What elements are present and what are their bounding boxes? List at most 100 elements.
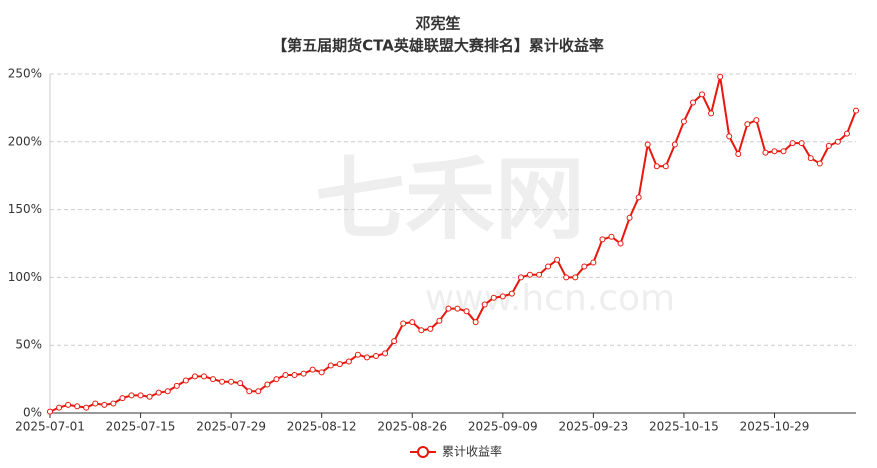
point <box>699 91 706 98</box>
point <box>65 401 72 408</box>
point <box>526 271 533 278</box>
point <box>382 350 389 357</box>
point <box>680 118 687 125</box>
point <box>708 110 715 117</box>
point <box>626 214 633 221</box>
point <box>255 388 262 395</box>
point <box>508 290 515 297</box>
point <box>617 240 624 247</box>
watermark: www.hcn.com <box>425 278 675 319</box>
point <box>608 233 615 240</box>
point <box>336 361 343 368</box>
x-tick-label: 2025-10-29 <box>740 420 810 434</box>
point <box>182 377 189 384</box>
point <box>200 373 207 380</box>
point <box>454 305 461 312</box>
point <box>572 274 579 281</box>
point <box>599 236 606 243</box>
point <box>47 408 53 415</box>
point <box>418 327 425 334</box>
x-tick-label: 2025-07-29 <box>196 420 266 434</box>
x-tick-label: 2025-08-12 <box>287 420 357 434</box>
point <box>427 325 434 332</box>
point <box>345 358 352 365</box>
point <box>445 305 452 312</box>
point <box>789 140 796 147</box>
point <box>137 392 144 399</box>
watermark: 七禾网 <box>315 147 585 252</box>
point <box>210 376 217 383</box>
point <box>228 378 235 385</box>
point <box>146 393 153 400</box>
x-tick-label: 2025-10-15 <box>649 420 719 434</box>
legend-label: 累计收益率 <box>442 444 502 459</box>
point <box>717 73 724 80</box>
y-tick-label: 250% <box>8 67 42 81</box>
point <box>83 404 90 411</box>
point <box>807 155 814 162</box>
point <box>853 107 859 114</box>
point <box>490 294 497 301</box>
point <box>155 389 162 396</box>
point <box>300 370 307 377</box>
y-tick-label: 50% <box>15 338 42 352</box>
point <box>318 369 325 376</box>
point <box>92 400 99 407</box>
point <box>590 259 597 266</box>
x-tick-label: 2025-07-01 <box>15 420 85 434</box>
point <box>816 160 823 167</box>
point <box>581 263 588 270</box>
x-tick-label: 2025-07-15 <box>106 420 176 434</box>
y-tick-label: 150% <box>8 202 42 216</box>
point <box>373 353 380 360</box>
point <box>780 148 787 155</box>
point <box>128 392 135 399</box>
point <box>309 366 316 373</box>
point <box>563 274 570 281</box>
point <box>191 373 198 380</box>
point <box>101 401 108 408</box>
point <box>264 381 271 388</box>
point <box>173 382 180 389</box>
x-tick-label: 2025-09-09 <box>468 420 538 434</box>
point <box>689 99 696 106</box>
point <box>409 319 416 326</box>
point <box>726 133 733 140</box>
point <box>291 372 298 379</box>
point <box>735 151 742 158</box>
point <box>635 194 642 201</box>
point <box>671 141 678 148</box>
point <box>327 362 334 369</box>
point <box>354 351 361 358</box>
y-tick-label: 0% <box>23 406 42 420</box>
point <box>843 130 850 137</box>
point <box>391 338 398 345</box>
chart-title: 邓宪笙 <box>415 15 460 33</box>
point <box>744 121 751 128</box>
point <box>517 274 524 281</box>
point <box>798 140 805 147</box>
point <box>662 163 669 170</box>
point <box>753 117 760 124</box>
chart-subtitle: 【第五届期货CTA英雄联盟大赛排名】累计收益率 <box>272 37 604 55</box>
x-tick-label: 2025-08-26 <box>377 420 447 434</box>
x-tick-label: 2025-09-23 <box>558 420 628 434</box>
point <box>653 163 660 170</box>
point <box>472 319 479 326</box>
point <box>219 378 226 385</box>
point <box>119 395 126 402</box>
point <box>400 320 407 327</box>
point <box>825 142 832 149</box>
y-tick-label: 200% <box>8 134 42 148</box>
point <box>554 256 561 263</box>
point <box>246 388 253 395</box>
legend-marker <box>417 446 429 458</box>
point <box>499 293 506 300</box>
point <box>282 372 289 379</box>
point <box>110 400 117 407</box>
point <box>463 308 470 315</box>
point <box>164 388 171 395</box>
point <box>545 263 552 270</box>
point <box>481 301 488 308</box>
point <box>56 404 63 411</box>
